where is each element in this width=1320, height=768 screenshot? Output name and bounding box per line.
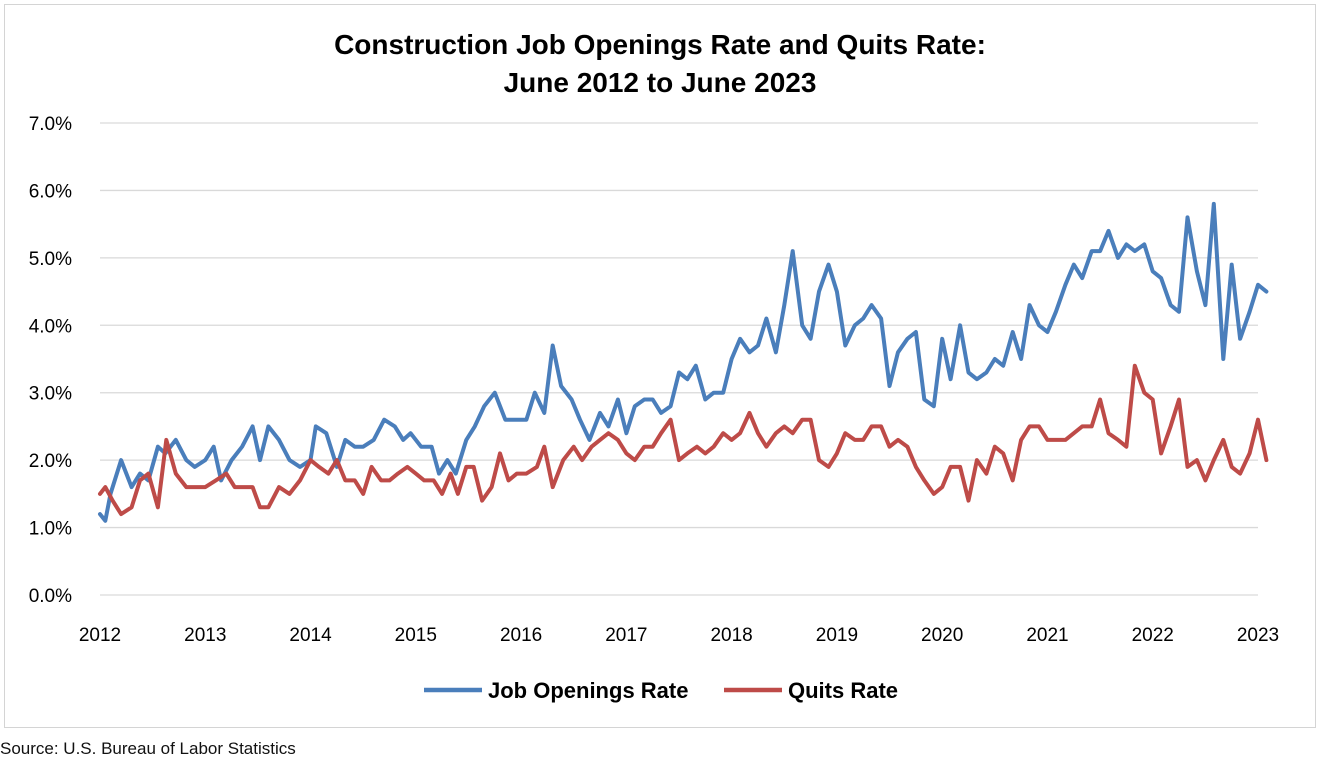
series-lines	[98, 201, 1269, 523]
legend-label: Job Openings Rate	[488, 678, 688, 703]
x-tick-label: 2013	[184, 625, 226, 646]
y-tick-label: 0.0%	[29, 586, 72, 607]
line-chart: 0.0%1.0%2.0%3.0%4.0%5.0%6.0%7.0% 2012 201…	[29, 114, 1279, 703]
source-note: Source: U.S. Bureau of Labor Statistics	[0, 739, 296, 758]
x-tick-label: 2023	[1237, 625, 1279, 646]
chart-title: Construction Job Openings Rate and Quits…	[0, 26, 1320, 102]
gridlines	[100, 122, 1258, 596]
x-tick-label: 2017	[605, 625, 647, 646]
x-tick-label: 2022	[1132, 625, 1174, 646]
series-line-quits	[98, 363, 1269, 517]
series-line-job-openings	[98, 201, 1269, 523]
x-tick-label: 2016	[500, 625, 542, 646]
y-tick-label: 1.0%	[29, 519, 72, 540]
y-tick-label: 4.0%	[29, 316, 72, 337]
y-axis-ticks: 0.0% 1.0% 2.0% 3.0% 4.0% 5.0% 6.0% 7.0%	[29, 114, 72, 607]
y-tick-label: 5.0%	[29, 249, 72, 270]
chart-frame	[4, 4, 1316, 728]
x-tick-label: 2014	[289, 625, 332, 646]
x-tick-label: 2019	[816, 625, 858, 646]
x-tick-label: 2021	[1026, 625, 1068, 646]
legend-label: Quits Rate	[788, 678, 898, 703]
x-tick-label: 2020	[921, 625, 963, 646]
x-axis-ticks: 2012 2013 2014 2015 2016 2017 2018 2019 2020 2021…	[79, 625, 1279, 646]
y-tick-label: 6.0%	[29, 181, 72, 202]
y-tick-label: 7.0%	[29, 114, 72, 135]
y-tick-label: 3.0%	[29, 384, 72, 405]
x-tick-label: 2012	[79, 625, 121, 646]
legend: Job Openings Rate Quits Rate	[424, 678, 898, 703]
x-tick-label: 2018	[710, 625, 752, 646]
y-tick-label: 2.0%	[29, 451, 72, 472]
chart-title-line-2: June 2012 to June 2023	[503, 67, 817, 98]
x-tick-label: 2015	[395, 625, 437, 646]
chart-title-line-1: Construction Job Openings Rate and Quits…	[334, 29, 986, 60]
